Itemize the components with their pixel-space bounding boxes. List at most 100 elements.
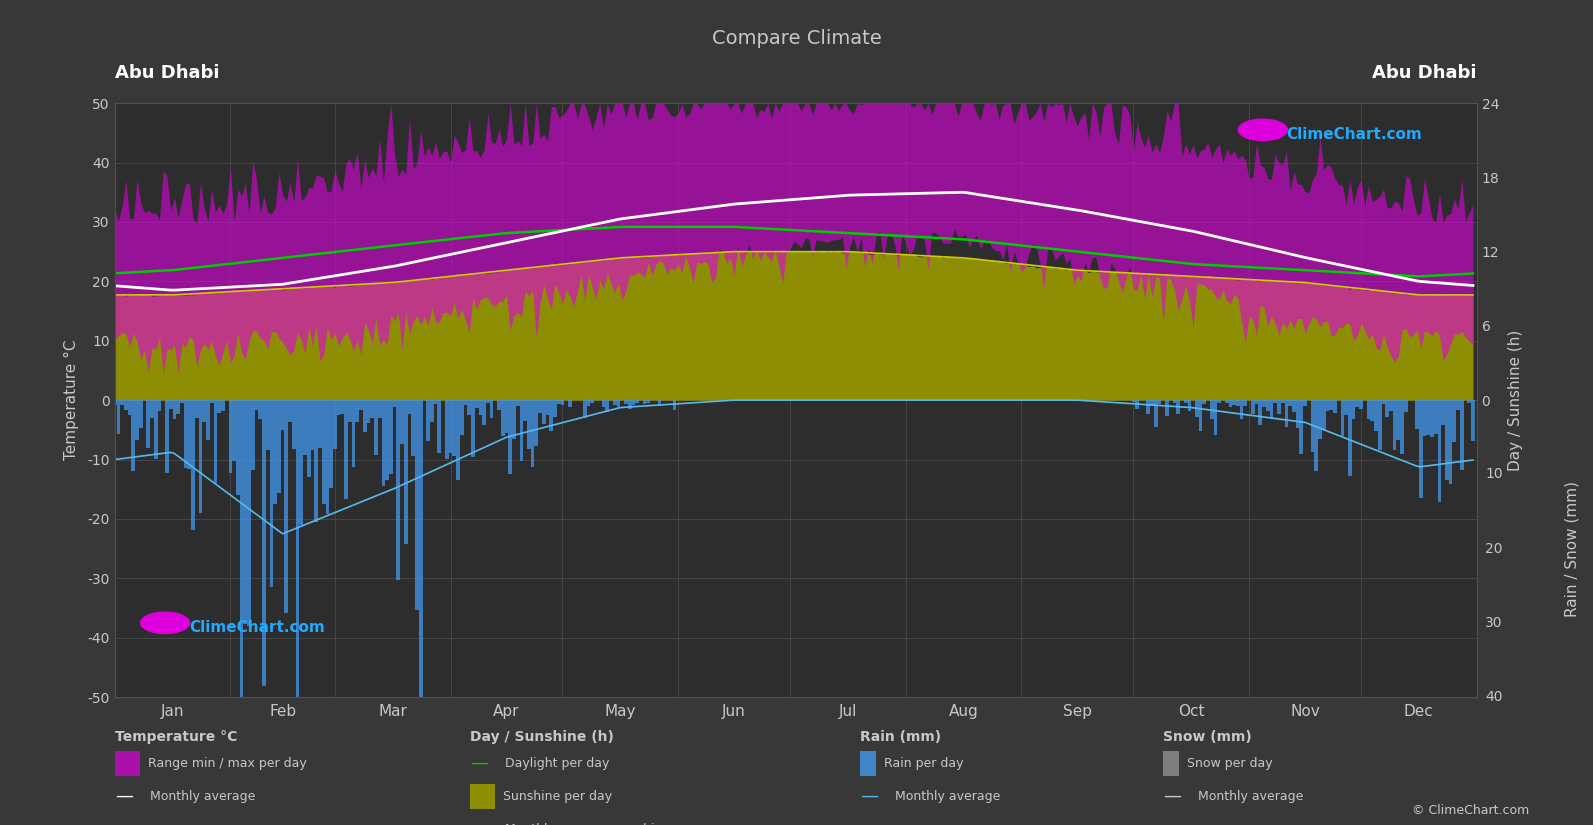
Text: Monthly average: Monthly average bbox=[1198, 790, 1303, 803]
Bar bbox=[500, 400, 505, 436]
Bar bbox=[561, 400, 564, 406]
Bar bbox=[296, 400, 299, 697]
Bar bbox=[400, 400, 405, 444]
Text: —: — bbox=[115, 787, 132, 805]
Bar bbox=[386, 400, 389, 479]
Bar bbox=[1367, 400, 1370, 418]
Text: —: — bbox=[860, 787, 878, 805]
Bar bbox=[1459, 400, 1464, 470]
Text: Range min / max per day: Range min / max per day bbox=[148, 757, 307, 770]
Bar bbox=[1292, 400, 1295, 412]
Bar bbox=[467, 400, 472, 415]
Bar bbox=[1225, 400, 1228, 403]
Bar bbox=[1352, 400, 1356, 418]
Bar bbox=[583, 400, 586, 418]
Bar bbox=[530, 400, 535, 467]
Bar bbox=[1419, 400, 1423, 498]
Bar bbox=[1445, 400, 1448, 480]
Bar bbox=[311, 400, 314, 450]
Bar bbox=[1400, 400, 1403, 454]
Bar bbox=[147, 400, 150, 448]
Bar bbox=[341, 400, 344, 414]
Bar bbox=[217, 400, 221, 413]
Bar bbox=[1381, 400, 1386, 404]
Circle shape bbox=[140, 612, 190, 634]
Bar bbox=[210, 400, 213, 403]
Bar bbox=[405, 400, 408, 544]
Text: 20: 20 bbox=[1485, 542, 1502, 555]
Circle shape bbox=[1238, 119, 1287, 140]
Bar bbox=[1303, 400, 1306, 406]
Bar bbox=[411, 400, 416, 456]
Bar bbox=[1314, 400, 1317, 471]
Bar bbox=[1239, 400, 1244, 419]
Bar bbox=[166, 400, 169, 474]
Bar bbox=[285, 400, 288, 612]
Bar bbox=[1244, 400, 1247, 406]
Text: Daylight per day: Daylight per day bbox=[505, 757, 610, 770]
Bar bbox=[460, 400, 464, 435]
Text: Snow per day: Snow per day bbox=[1187, 757, 1273, 770]
Text: ClimeChart.com: ClimeChart.com bbox=[190, 620, 325, 635]
Bar bbox=[642, 400, 647, 403]
Bar bbox=[213, 400, 217, 483]
Bar bbox=[1448, 400, 1453, 483]
Text: Snow (mm): Snow (mm) bbox=[1163, 730, 1252, 744]
Bar bbox=[1437, 400, 1442, 502]
Bar bbox=[452, 400, 456, 456]
Bar bbox=[1270, 400, 1273, 419]
Bar bbox=[389, 400, 393, 474]
Bar bbox=[511, 400, 516, 439]
Bar bbox=[427, 400, 430, 441]
Bar bbox=[269, 400, 274, 587]
Bar bbox=[631, 400, 636, 405]
Bar bbox=[1359, 400, 1364, 409]
Bar bbox=[135, 400, 139, 440]
Bar bbox=[236, 400, 239, 495]
Bar bbox=[336, 400, 341, 414]
Bar bbox=[132, 400, 135, 471]
Bar bbox=[1434, 400, 1437, 434]
Y-axis label: Temperature °C: Temperature °C bbox=[64, 340, 80, 460]
Bar bbox=[553, 400, 558, 417]
Text: Compare Climate: Compare Climate bbox=[712, 29, 881, 48]
Bar bbox=[1295, 400, 1300, 428]
Bar bbox=[1266, 400, 1270, 411]
Bar bbox=[188, 400, 191, 469]
Bar bbox=[613, 400, 616, 405]
Bar bbox=[244, 400, 247, 624]
Bar bbox=[478, 400, 483, 415]
Bar bbox=[307, 400, 311, 477]
Bar bbox=[228, 400, 233, 474]
Bar bbox=[139, 400, 143, 428]
Bar bbox=[378, 400, 381, 417]
Bar bbox=[150, 400, 155, 418]
Bar bbox=[194, 400, 199, 417]
Text: —: — bbox=[470, 820, 487, 825]
Bar bbox=[1211, 400, 1214, 419]
Bar bbox=[1415, 400, 1419, 429]
Bar bbox=[628, 400, 631, 409]
Bar bbox=[1217, 400, 1222, 403]
Bar bbox=[569, 400, 572, 408]
Bar bbox=[1389, 400, 1392, 411]
Bar bbox=[489, 400, 494, 417]
Bar bbox=[1311, 400, 1314, 452]
Bar bbox=[1195, 400, 1198, 417]
Bar bbox=[616, 400, 620, 407]
Bar bbox=[1147, 400, 1150, 413]
Bar bbox=[288, 400, 292, 422]
Bar bbox=[366, 400, 370, 423]
Bar bbox=[172, 400, 177, 419]
Bar bbox=[333, 400, 336, 449]
Bar bbox=[1356, 400, 1359, 407]
Bar bbox=[486, 400, 489, 403]
Bar bbox=[393, 400, 397, 407]
Bar bbox=[1187, 400, 1192, 412]
Bar bbox=[519, 400, 524, 461]
Bar bbox=[1281, 400, 1284, 403]
Bar bbox=[322, 400, 325, 504]
Bar bbox=[263, 400, 266, 686]
Bar bbox=[1423, 400, 1426, 436]
Bar bbox=[538, 400, 542, 413]
